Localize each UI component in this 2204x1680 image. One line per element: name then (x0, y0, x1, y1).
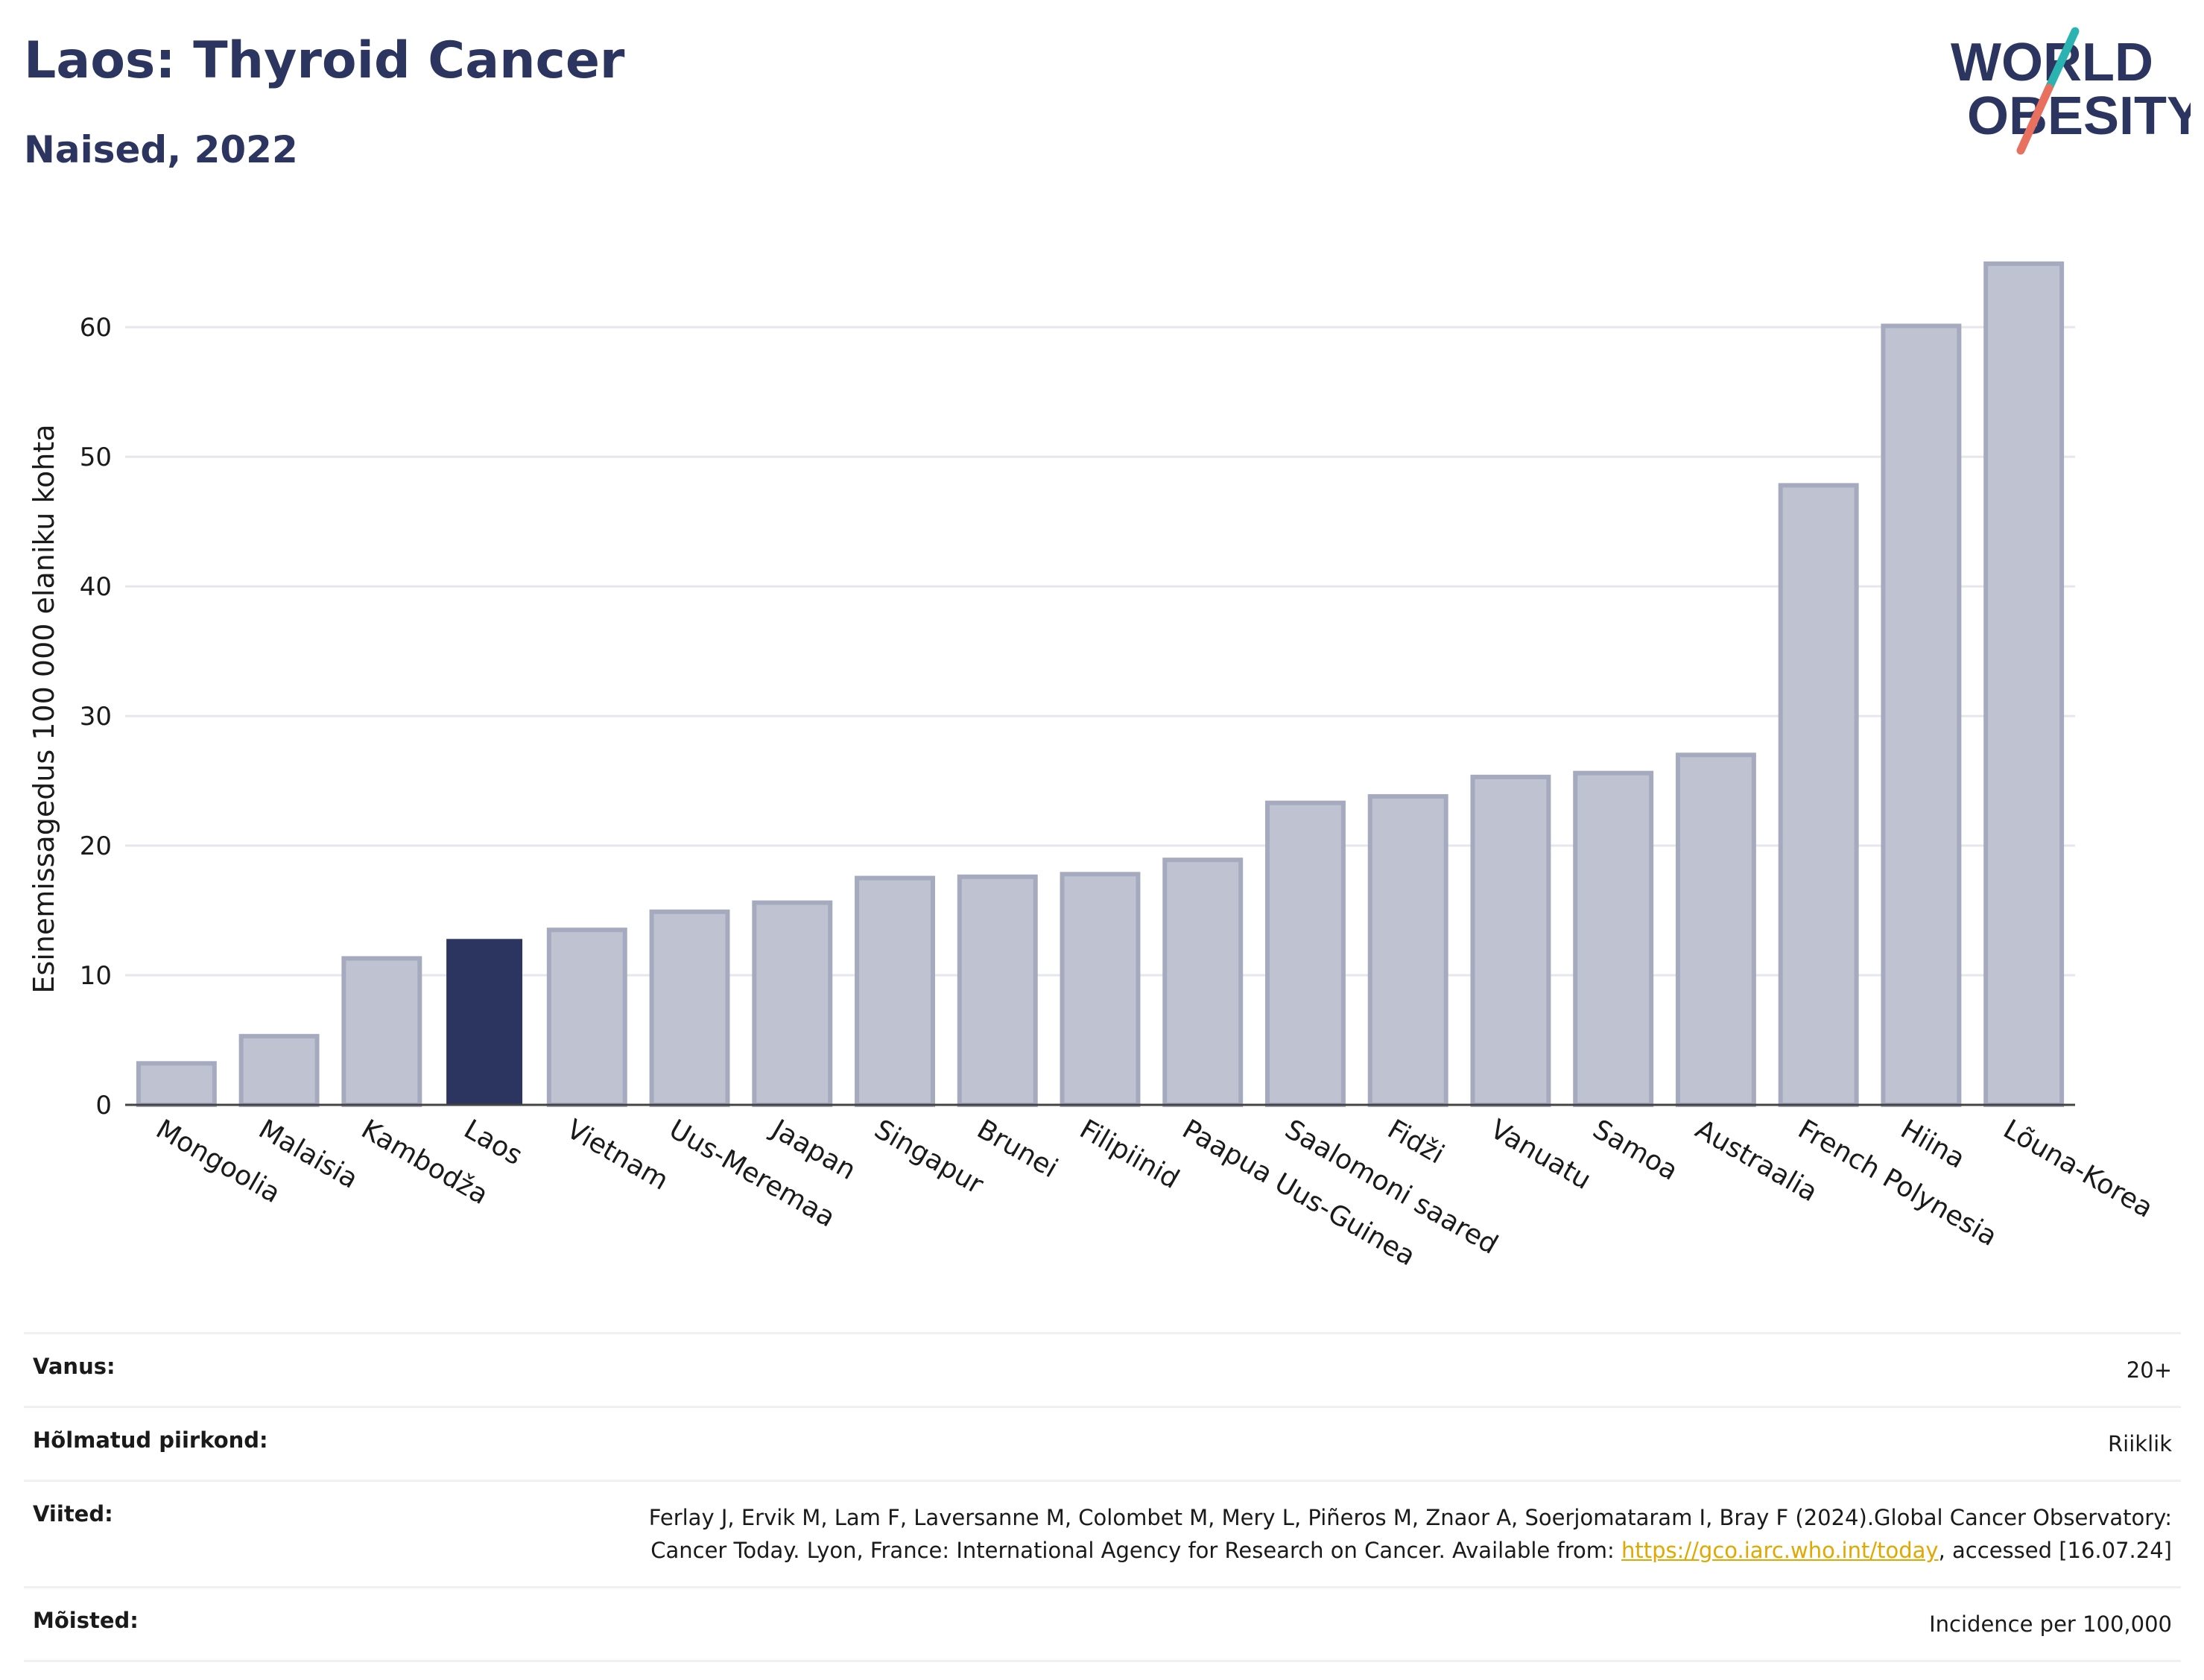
page-title: Laos: Thyroid Cancer (24, 31, 625, 90)
meta-refs-value: Ferlay J, Ervik M, Lam F, Laversanne M, … (570, 1501, 2172, 1567)
bar (1060, 872, 1141, 1108)
meta-age-label: Vanus: (33, 1354, 115, 1379)
metadata-table: Vanus: 20+ Hõlmatud piirkond: Riiklik Vi… (24, 1332, 2181, 1662)
y-axis-title: Esinemissagedus 100 000 elaniku kohta (28, 424, 60, 993)
bar (341, 956, 422, 1107)
bar (855, 875, 935, 1108)
bar (136, 1061, 217, 1108)
bar (957, 874, 1038, 1107)
x-tick-label: Laos (459, 1114, 528, 1171)
bar (546, 928, 627, 1107)
meta-definitions-label: Mõisted: (33, 1608, 139, 1633)
bar (1367, 793, 1448, 1107)
x-tick-label: Fidži (1382, 1114, 1449, 1170)
meta-definitions-value: Incidence per 100,000 (1929, 1611, 2172, 1637)
bar-highlight (446, 939, 523, 1105)
bar (1881, 323, 1962, 1107)
bar (1778, 483, 1859, 1107)
logo-text-obesity: OBESITY (1967, 86, 2191, 146)
refs-link[interactable]: https://gco.iarc.who.int/today (1621, 1538, 1939, 1563)
x-tick-label: Singapur (870, 1114, 989, 1200)
meta-row-references: Viited: Ferlay J, Ervik M, Lam F, Lavers… (24, 1480, 2181, 1586)
meta-region-value: Riiklik (2108, 1431, 2172, 1456)
x-tick-label: Filipiinid (1074, 1114, 1184, 1195)
meta-row-region: Hõlmatud piirkond: Riiklik (24, 1406, 2181, 1480)
y-tick-label: 30 (80, 702, 112, 732)
meta-refs-label: Viited: (33, 1501, 113, 1527)
world-obesity-logo: WORLD OBESITY (1951, 27, 2191, 155)
bar (752, 900, 833, 1107)
bar-chart: 0 10 20 30 40 50 60 Esinemissagedus 100 000 ela… (28, 261, 2159, 1272)
refs-tail: , accessed [16.07.24] (1938, 1538, 2172, 1563)
logo-slash-red (2016, 83, 2053, 155)
y-tick-label: 0 (95, 1091, 112, 1120)
bar (238, 1033, 320, 1107)
bar (1265, 800, 1346, 1108)
page-subtitle: Naised, 2022 (24, 128, 298, 171)
x-tick-label: Lõuna-Korea (1998, 1114, 2159, 1224)
y-tick-label: 10 (80, 961, 112, 991)
bar (1573, 770, 1654, 1107)
logo-slash-teal (2045, 27, 2080, 92)
meta-region-label: Hõlmatud piirkond: (33, 1427, 268, 1453)
bar (1675, 752, 1756, 1107)
y-tick-label: 20 (80, 831, 112, 861)
bar (1983, 261, 2065, 1107)
meta-row-age: Vanus: 20+ (24, 1332, 2181, 1406)
y-tick-label: 40 (80, 572, 112, 602)
meta-age-value: 20+ (2126, 1357, 2172, 1383)
y-tick-label: 50 (80, 443, 112, 472)
x-tick-label: Samoa (1588, 1114, 1683, 1187)
bar (1470, 774, 1551, 1107)
bar (649, 909, 730, 1107)
x-tick-label: Vanuatu (1485, 1114, 1596, 1196)
meta-row-definitions: Mõisted: Incidence per 100,000 (24, 1586, 2181, 1662)
refs-text: Ferlay J, Ervik M, Lam F, Laversanne M, … (648, 1505, 2172, 1563)
x-tick-label: French Polynesia (1793, 1114, 2002, 1252)
x-tick-label: Hiina (1896, 1114, 1970, 1174)
x-tick-label: Vietnam (561, 1114, 673, 1196)
bar (1162, 858, 1244, 1107)
y-tick-label: 60 (80, 313, 112, 343)
